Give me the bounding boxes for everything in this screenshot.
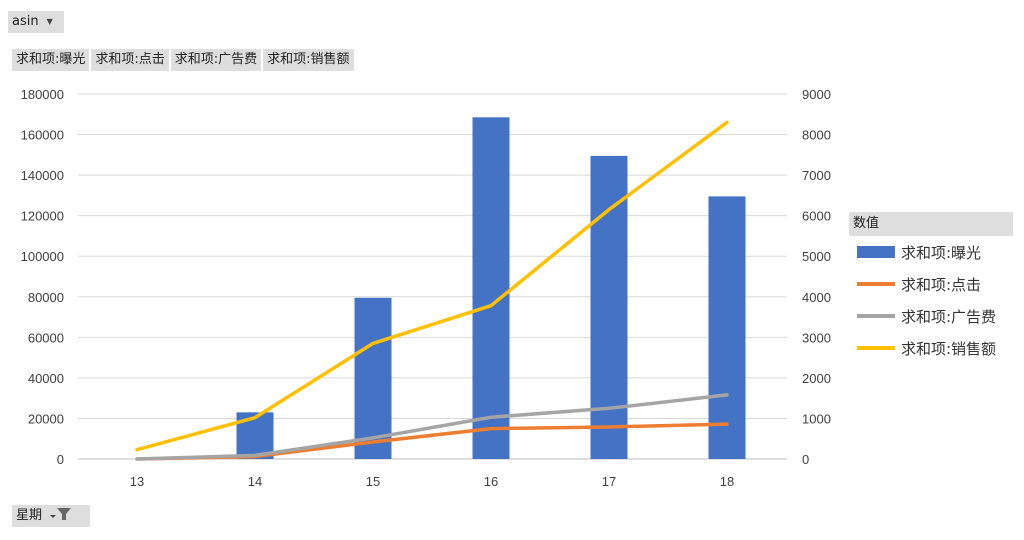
y-right-tick-label: 3000 bbox=[802, 330, 831, 345]
legend-label-sales: 求和项:销售额 bbox=[901, 339, 997, 358]
line-clicks bbox=[135, 422, 729, 461]
value-field-clicks[interactable]: 求和项:点击 bbox=[91, 49, 169, 71]
bar-impressions bbox=[472, 117, 510, 459]
y-left-tick-label: 40000 bbox=[28, 371, 64, 386]
filter-dropdown-icon bbox=[48, 506, 74, 530]
legend-title[interactable]: 数值 bbox=[849, 212, 1013, 236]
legend-label-impressions: 求和项:曝光 bbox=[901, 243, 982, 262]
legend-swatch-bar bbox=[857, 246, 895, 258]
legend-item-sales[interactable]: 求和项:销售额 bbox=[849, 332, 1013, 364]
legend-swatch-line-ad-cost bbox=[857, 314, 895, 318]
y-left-tick-label: 120000 bbox=[21, 209, 64, 224]
x-tick-label: 14 bbox=[248, 474, 262, 489]
y-right-tick-label: 9000 bbox=[802, 87, 831, 102]
filter-field-label: asin bbox=[12, 14, 39, 29]
legend-item-clicks[interactable]: 求和项:点击 bbox=[849, 268, 1013, 300]
line-ad-cost bbox=[135, 393, 729, 461]
legend-label-clicks: 求和项:点击 bbox=[901, 275, 982, 294]
value-field-sales[interactable]: 求和项:销售额 bbox=[263, 49, 354, 71]
line-sales bbox=[135, 120, 729, 452]
y-left-tick-label: 180000 bbox=[21, 87, 64, 102]
y-left-tick-label: 80000 bbox=[28, 290, 64, 305]
y-left-tick-label: 160000 bbox=[21, 128, 64, 143]
x-tick-label: 18 bbox=[720, 474, 734, 489]
y-left-tick-label: 100000 bbox=[21, 249, 64, 264]
axis-field-weekday[interactable]: 星期 bbox=[12, 505, 90, 527]
y-left-tick-label: 0 bbox=[57, 452, 64, 467]
value-fields-bar: 求和项:曝光 求和项:点击 求和项:广告费 求和项:销售额 bbox=[12, 49, 356, 71]
y-left-tick-label: 20000 bbox=[28, 411, 64, 426]
y-right-tick-label: 0 bbox=[802, 452, 809, 467]
y-right-tick-label: 6000 bbox=[802, 209, 831, 224]
legend-swatch-line-sales bbox=[857, 346, 895, 350]
y-left-tick-label: 60000 bbox=[28, 330, 64, 345]
legend-swatch-line-clicks bbox=[857, 282, 895, 286]
x-tick-label: 13 bbox=[130, 474, 144, 489]
bar-impressions bbox=[354, 297, 392, 459]
legend-item-ad-cost[interactable]: 求和项:广告费 bbox=[849, 300, 1013, 332]
chart-legend: 数值 求和项:曝光 求和项:点击 求和项:广告费 求和项:销售额 bbox=[849, 212, 1013, 364]
value-field-impressions[interactable]: 求和项:曝光 bbox=[12, 49, 90, 71]
y-right-tick-label: 4000 bbox=[802, 290, 831, 305]
y-right-tick-label: 7000 bbox=[802, 168, 831, 183]
x-tick-label: 15 bbox=[366, 474, 380, 489]
value-field-ad-cost[interactable]: 求和项:广告费 bbox=[170, 49, 262, 71]
y-left-tick-label: 140000 bbox=[21, 168, 64, 183]
dropdown-arrow-icon: ▼ bbox=[46, 17, 53, 26]
y-right-tick-label: 5000 bbox=[802, 249, 831, 264]
filter-field-asin[interactable]: asin ▼ bbox=[8, 11, 64, 33]
y-right-tick-label: 1000 bbox=[802, 411, 831, 426]
axis-field-label: 星期 bbox=[16, 508, 43, 523]
y-right-tick-label: 8000 bbox=[802, 128, 831, 143]
x-tick-label: 16 bbox=[484, 474, 498, 489]
bar-impressions bbox=[708, 196, 746, 459]
y-right-tick-label: 2000 bbox=[802, 371, 831, 386]
legend-label-ad-cost: 求和项:广告费 bbox=[901, 307, 997, 326]
x-tick-label: 17 bbox=[602, 474, 616, 489]
legend-item-impressions[interactable]: 求和项:曝光 bbox=[849, 236, 1013, 268]
